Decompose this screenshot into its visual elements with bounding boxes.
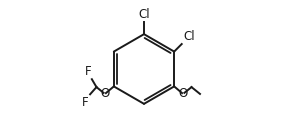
Text: O: O bbox=[100, 87, 109, 100]
Text: Cl: Cl bbox=[184, 30, 195, 43]
Text: F: F bbox=[82, 96, 89, 109]
Text: F: F bbox=[85, 65, 92, 78]
Text: O: O bbox=[179, 87, 188, 100]
Text: Cl: Cl bbox=[138, 8, 150, 21]
